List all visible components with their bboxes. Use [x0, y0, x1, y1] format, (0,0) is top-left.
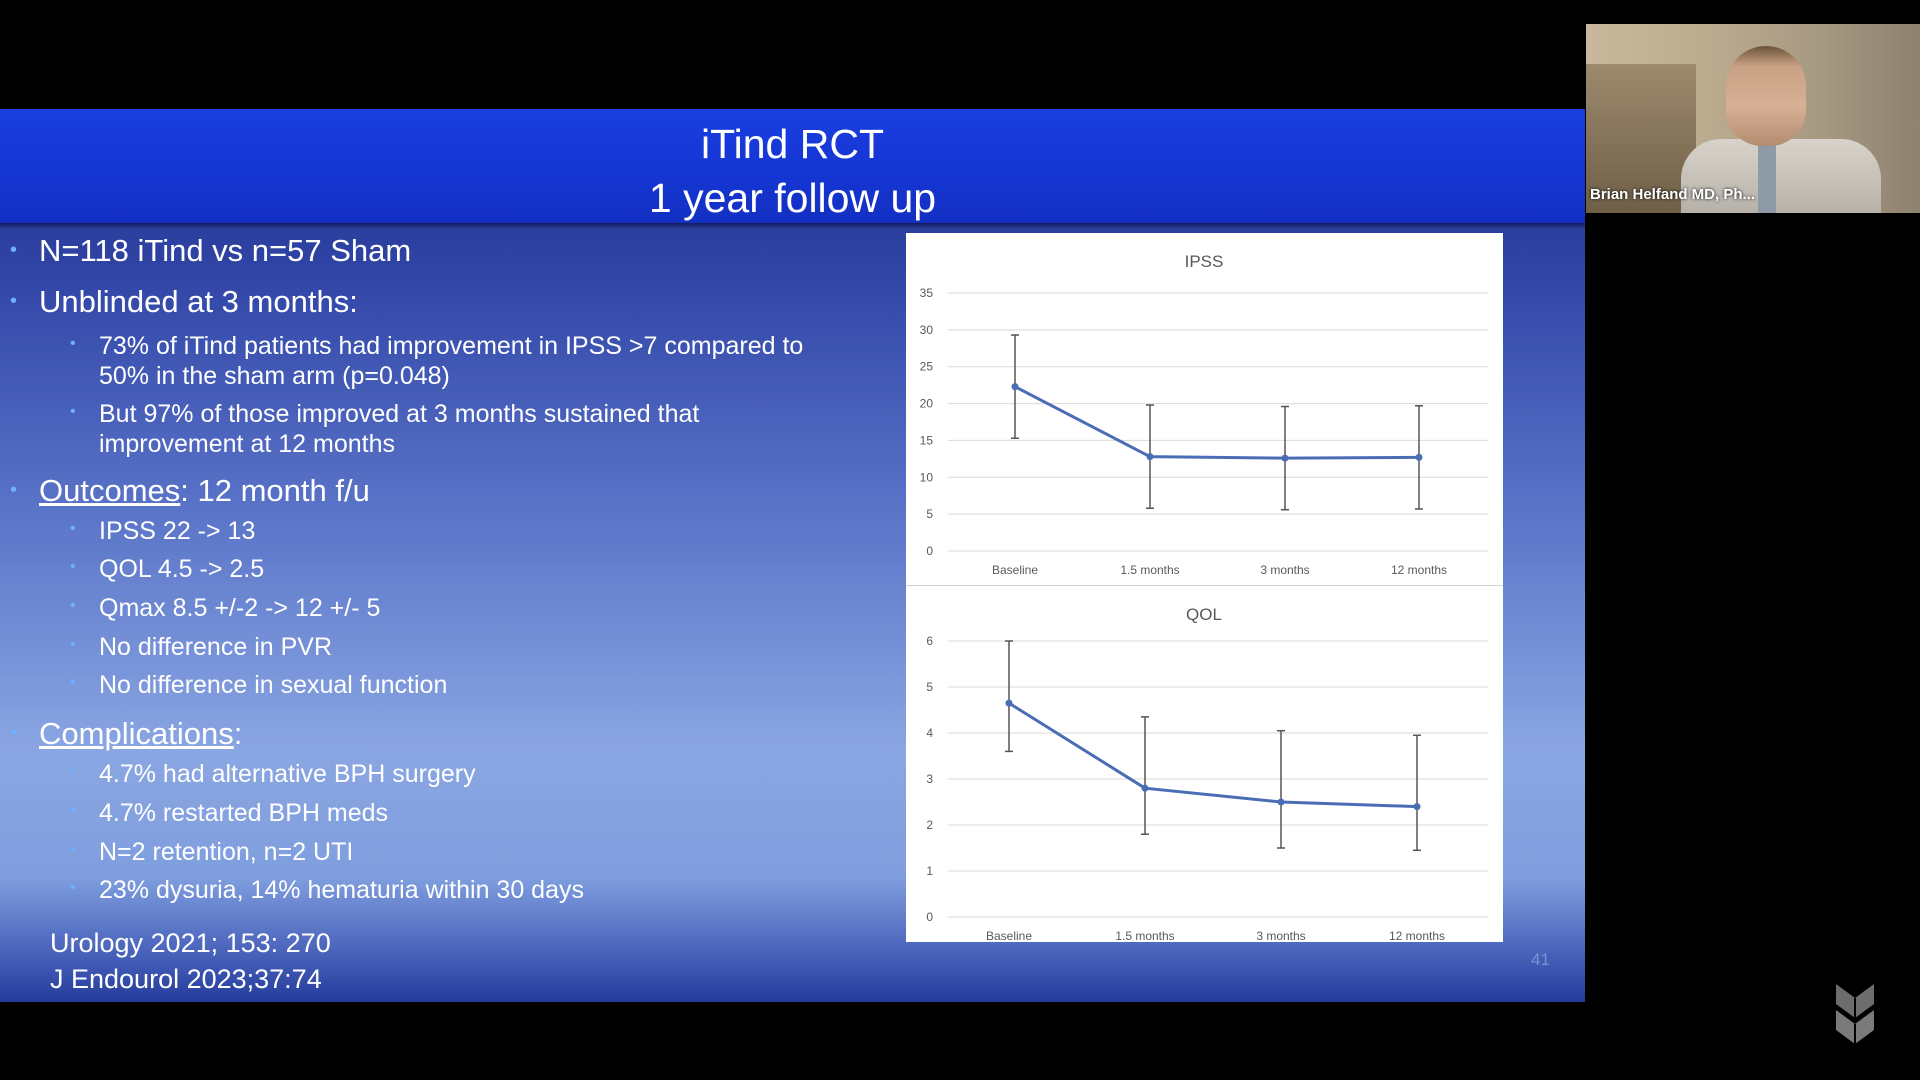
reference-item: J Endourol 2023;37:74	[50, 964, 322, 994]
sub-bullet-item: • N=2 retention, n=2 UTI	[0, 837, 880, 867]
bullet-dot-icon: •	[70, 763, 76, 780]
series-line	[1008, 701, 1418, 809]
bullet-dot-icon: •	[10, 722, 18, 744]
y-tick-label: 1	[926, 864, 933, 878]
bullet-item: • Complications:	[10, 716, 243, 751]
chart-title: QOL	[1186, 605, 1222, 624]
bullet-dot-icon: •	[10, 290, 18, 312]
title-bar-shadow	[0, 223, 1585, 229]
y-tick-label: 5	[926, 507, 933, 521]
bullet-dot-icon: •	[70, 841, 76, 858]
presentation-slide: iTind RCT 1 year follow up • N=118 iTind …	[0, 109, 1585, 1002]
y-tick-label: 3	[926, 772, 933, 786]
x-tick-label: 3 months	[1260, 563, 1309, 577]
y-tick-label: 30	[920, 323, 934, 337]
y-tick-label: 20	[920, 397, 934, 411]
slide-title: iTind RCT	[701, 121, 884, 167]
complications-label: Complications	[39, 716, 234, 751]
chart-title: IPSS	[1185, 252, 1224, 271]
y-tick-label: 6	[926, 634, 933, 648]
x-tick-label: 1.5 months	[1120, 563, 1179, 577]
data-point	[1141, 784, 1149, 792]
bullet-dot-icon: •	[10, 239, 18, 261]
speaker-tie	[1758, 144, 1776, 213]
background-shelf	[1586, 64, 1696, 213]
sub-bullet-item: • No difference in PVR	[0, 632, 880, 662]
sub-bullet-item: • 4.7% restarted BPH meds	[0, 798, 880, 828]
data-point	[1011, 383, 1019, 391]
y-tick-label: 2	[926, 818, 933, 832]
bullet-dot-icon: •	[70, 403, 76, 420]
bullet-dot-icon: •	[70, 674, 76, 691]
bullet-dot-icon: •	[70, 636, 76, 653]
x-tick-label: 12 months	[1389, 929, 1445, 942]
data-point	[1277, 798, 1285, 806]
bullet-dot-icon: •	[10, 479, 18, 501]
chart-panel: IPSS 0 5 10 15 20 25 30 35 Baseline 1.5 months 3 mo…	[906, 233, 1503, 942]
x-tick-label: 12 months	[1391, 563, 1447, 577]
sub-bullet-item: • IPSS 22 -> 13	[0, 516, 880, 546]
y-tick-label: 15	[920, 433, 934, 447]
references: Urology 2021; 153: 270 J Endourol 2023;3…	[50, 925, 331, 997]
sub-bullet-item: • QOL 4.5 -> 2.5	[0, 554, 880, 584]
sub-bullet-item: • Qmax 8.5 +/-2 -> 12 +/- 5	[0, 593, 880, 623]
slide-title-bar: iTind RCT 1 year follow up	[0, 109, 1585, 223]
webcam-video-tile[interactable]: Brian Helfand MD, Ph...	[1586, 24, 1920, 213]
y-tick-label: 0	[926, 544, 933, 558]
bullet-dot-icon: •	[70, 335, 76, 352]
data-point	[1281, 454, 1289, 462]
x-tick-label: 1.5 months	[1115, 929, 1174, 942]
y-tick-label: 10	[920, 470, 934, 484]
slide-page-number: 41	[1531, 950, 1550, 969]
bullet-dot-icon: •	[70, 802, 76, 819]
bullet-list: • N=118 iTind vs n=57 Sham • Unblinded at …	[0, 233, 880, 905]
reference-item: Urology 2021; 153: 270	[50, 928, 331, 958]
sub-bullet-item: • No difference in sexual function	[0, 670, 880, 700]
speaker-head	[1726, 46, 1806, 146]
data-point	[1413, 803, 1421, 811]
participant-name-label: Brian Helfand MD, Ph...	[1590, 186, 1756, 203]
speaker-body	[1681, 139, 1881, 213]
y-tick-label: 25	[920, 360, 934, 374]
sub-bullet-item: • But 97% of those improved at 3 months s…	[0, 399, 799, 459]
slide-subtitle: 1 year follow up	[648, 175, 937, 221]
x-tick-label: Baseline	[986, 929, 1032, 942]
bullet-dot-icon: •	[70, 597, 76, 614]
y-tick-label: 0	[926, 910, 933, 924]
bullet-dot-icon: •	[70, 520, 76, 537]
sub-bullet-item: • 23% dysuria, 14% hematuria within 30 da…	[0, 875, 880, 905]
sub-bullet-item: • 73% of iTind patients had improvement i…	[0, 331, 859, 391]
x-tick-label: Baseline	[992, 563, 1038, 577]
outcomes-label: Outcomes	[39, 473, 181, 508]
y-tick-label: 4	[926, 726, 933, 740]
sub-bullet-item: • 4.7% had alternative BPH surgery	[0, 759, 880, 789]
chevron-logo-icon	[1836, 984, 1874, 1044]
y-tick-label: 5	[926, 680, 933, 694]
data-point	[1415, 453, 1423, 461]
bullet-dot-icon: •	[70, 879, 76, 896]
y-tick-label: 35	[920, 286, 934, 300]
bullet-item: • Unblinded at 3 months:	[10, 284, 358, 319]
x-tick-label: 3 months	[1256, 929, 1305, 942]
series-line	[1014, 385, 1420, 460]
data-point	[1005, 699, 1013, 707]
data-point	[1146, 453, 1154, 461]
bullet-item: • N=118 iTind vs n=57 Sham	[10, 233, 412, 268]
bullet-dot-icon: •	[70, 558, 76, 575]
bullet-item: • Outcomes: 12 month f/u	[10, 473, 370, 508]
